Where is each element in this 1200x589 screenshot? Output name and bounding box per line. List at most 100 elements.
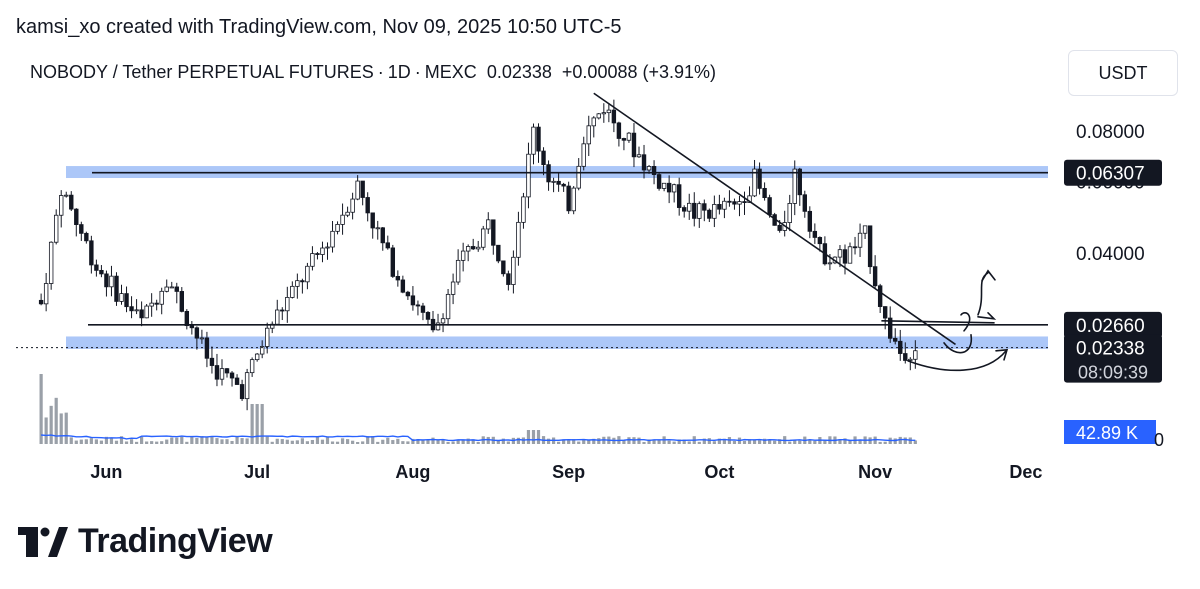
candle (164, 279, 169, 293)
candle (345, 206, 350, 218)
volume-bar (165, 439, 169, 444)
volume-bar (883, 441, 887, 444)
candle (300, 278, 305, 294)
volume-bar (74, 440, 78, 444)
volume-value-badge: 42.89 K (1064, 420, 1156, 444)
volume-bar (436, 439, 440, 444)
volume-bar (848, 440, 852, 444)
volume-bar (717, 438, 721, 444)
candle (521, 192, 526, 229)
candle (43, 272, 49, 312)
candle (59, 190, 64, 228)
candle (676, 177, 682, 216)
candle (400, 275, 406, 294)
candle (867, 225, 873, 274)
candle (460, 242, 466, 272)
volume-bar (175, 437, 179, 444)
volume-bar (893, 438, 897, 444)
volume-bar (265, 436, 269, 444)
candle (536, 123, 541, 163)
volume-bar (345, 439, 350, 444)
descending-trendline (593, 92, 956, 346)
volume-bar (813, 440, 817, 444)
volume-bar (838, 439, 842, 444)
candle (179, 287, 184, 313)
candle (817, 236, 823, 252)
candle (727, 190, 732, 207)
volume-bar (401, 441, 405, 444)
volume-bar (255, 404, 259, 444)
candle (782, 210, 787, 237)
volume-bar (546, 438, 551, 444)
volume-bar (858, 440, 862, 444)
volume-bar (49, 405, 53, 444)
candle (184, 309, 190, 330)
volume-bar (637, 437, 641, 444)
candle (360, 180, 365, 206)
volume-bar (757, 440, 762, 444)
volume-bar (361, 441, 365, 444)
volume-bar (486, 436, 490, 444)
candle (606, 103, 612, 123)
candle (244, 368, 250, 411)
volume-bar (94, 439, 98, 444)
candle (697, 201, 702, 228)
volume-bar (913, 440, 917, 444)
candle (335, 221, 340, 235)
tradingview-logo[interactable]: TradingView (18, 522, 273, 561)
chart-area[interactable]: 0.080000.060000.040000.063070.026600.023… (16, 48, 1180, 496)
candle (149, 293, 154, 317)
candle (551, 177, 556, 193)
candle (491, 219, 496, 255)
candle (229, 371, 235, 387)
price-chart[interactable]: 0.080000.060000.040000.063070.026600.023… (16, 48, 1180, 496)
candle (802, 190, 807, 218)
candle (249, 357, 255, 377)
x-tick-label: Oct (704, 462, 734, 482)
volume-bar (426, 439, 430, 444)
volume-bar (280, 439, 284, 444)
candle (611, 99, 617, 133)
candle (470, 238, 476, 251)
candle (224, 367, 230, 378)
candle (79, 221, 84, 241)
symbol-interval: 1D (387, 62, 411, 82)
candle (581, 136, 586, 171)
candle (656, 173, 662, 191)
volume-axis-label: 0 (1154, 430, 1164, 450)
volume-bar (823, 440, 827, 444)
candle (702, 199, 707, 222)
volume-bar (451, 441, 455, 444)
volume-bar (526, 430, 531, 444)
candle (340, 203, 345, 235)
candle (234, 374, 240, 385)
volume-bar (140, 436, 144, 444)
currency-selector[interactable]: USDT (1068, 50, 1178, 96)
candle (732, 198, 737, 210)
volume-bar (592, 438, 596, 444)
volume-bar (366, 436, 370, 444)
svg-text:0.06307: 0.06307 (1076, 164, 1145, 185)
volume-bar (160, 441, 164, 444)
candle (707, 208, 712, 223)
candle (114, 272, 119, 306)
candle (124, 286, 129, 313)
volume-bar (356, 441, 360, 444)
volume-bar (557, 441, 561, 444)
volume-bar (466, 438, 470, 444)
volume-bar (702, 438, 706, 444)
volume-bar (124, 441, 129, 444)
x-tick-label: Aug (395, 462, 430, 482)
volume-bar (371, 436, 375, 444)
candle (375, 220, 380, 240)
svg-text:42.89 K: 42.89 K (1076, 423, 1138, 443)
candle (169, 281, 174, 289)
symbol-name: NOBODY / Tether PERPETUAL FUTURES (30, 62, 374, 82)
volume-bar (672, 441, 676, 444)
candle (807, 206, 813, 239)
volume-bar (320, 439, 325, 444)
candle (189, 321, 195, 335)
volume-bar (170, 437, 174, 444)
time-axis: Jun Jul Aug Sep Oct Nov Dec (90, 462, 1042, 482)
y-tick-label: 0.08000 (1076, 122, 1145, 143)
